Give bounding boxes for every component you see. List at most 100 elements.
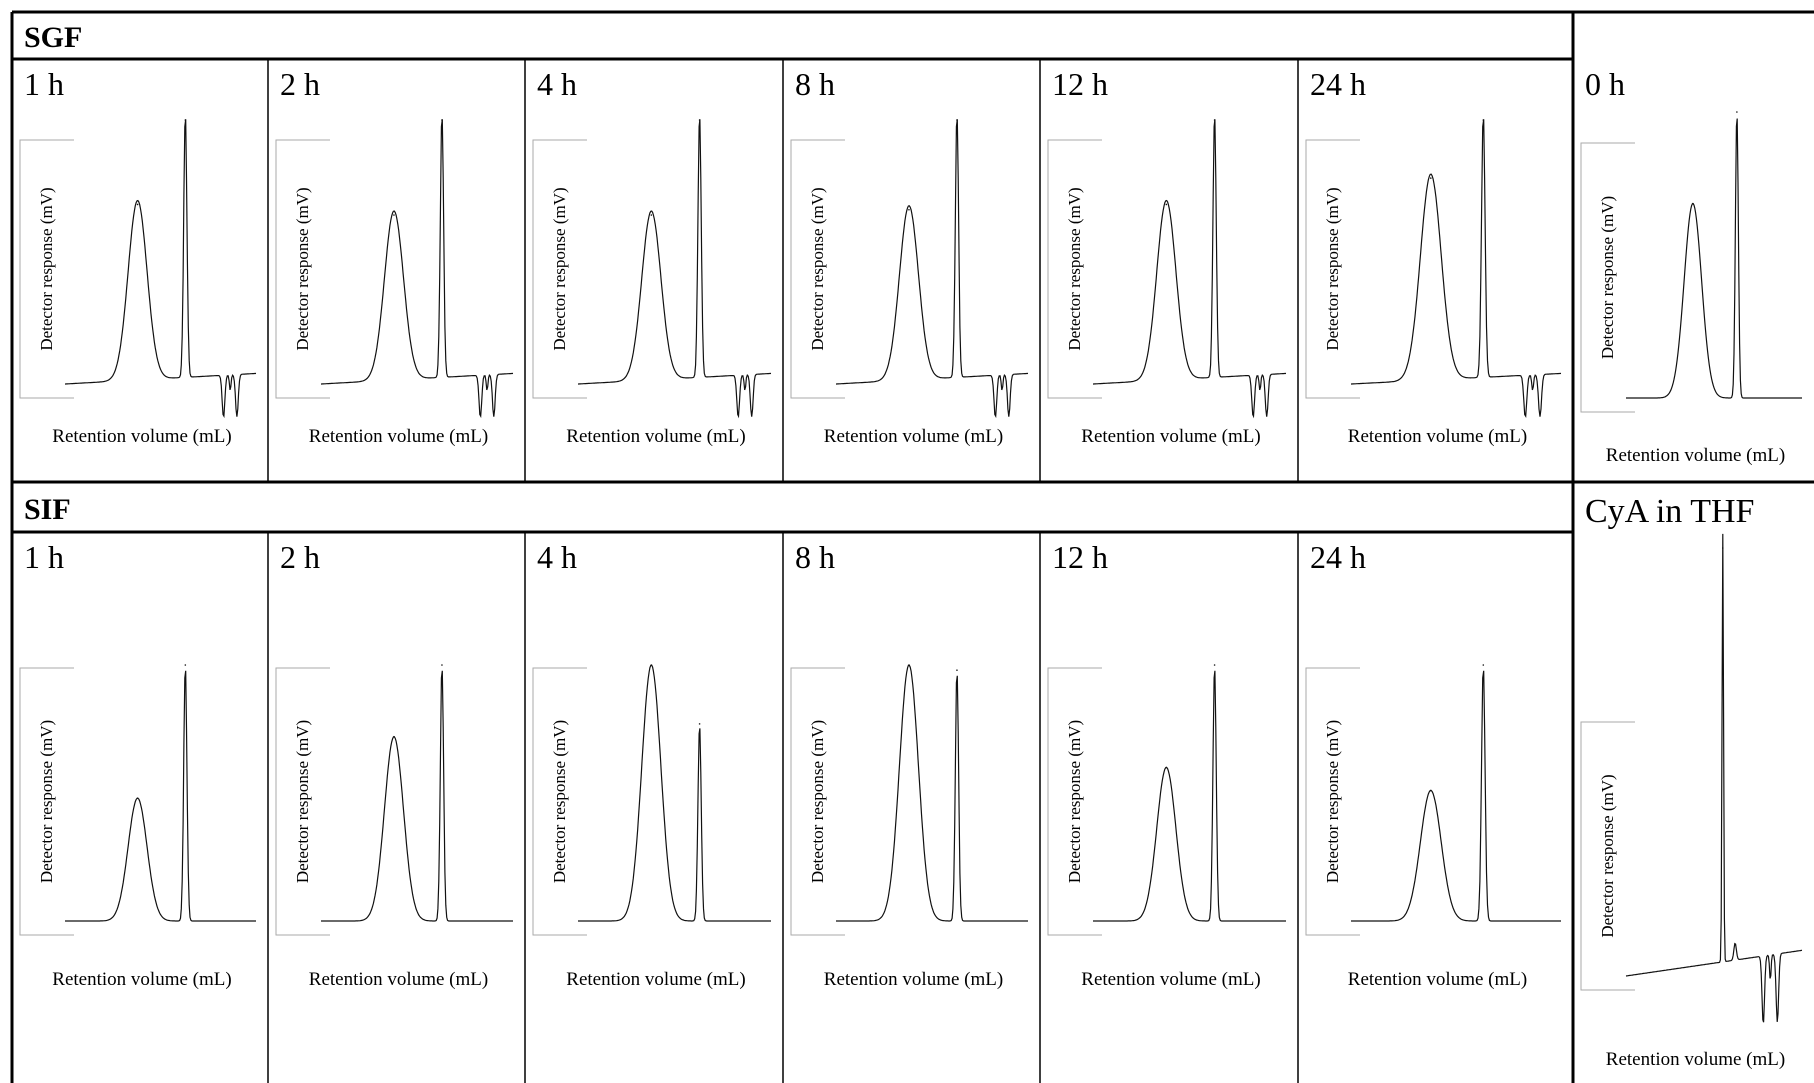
y-axis-label: Detector response (mV) [1323,720,1342,883]
chromatogram-panel: 24 h Detector response (mV) Retention volu… [1305,539,1561,990]
chromatogram-trace [1093,670,1286,922]
chromatogram-panel: 4 h Detector response (mV) Retention volum… [532,539,771,990]
panel-title: 2 h [280,66,320,102]
chromatogram-panel: 12 h Detector response (mV) Retention volu… [1047,66,1287,447]
chromatogram-panel: CyA in THF Detector response (mV) Retentio… [1580,493,1803,1070]
sharp-peak-apex [956,119,958,121]
axis-frame [275,667,330,936]
axis-frame [1580,721,1635,991]
panel-title: 24 h [1310,539,1366,575]
x-axis-label: Retention volume (mL) [1348,426,1527,447]
broad-peak-apex [1430,789,1432,792]
panel-title: 4 h [537,539,577,575]
sharp-peak-apex [1482,119,1485,121]
chromatogram-trace [65,670,256,922]
chromatogram-trace [321,670,513,922]
panel-title: 1 h [24,539,64,575]
axis-frame [532,139,587,399]
chromatogram-trace [1351,119,1562,418]
y-axis-label: Detector response (mV) [1323,187,1342,350]
chromatogram-panel: 8 h Detector response (mV) Retention volum… [790,66,1029,447]
sharp-peak-apex [956,669,958,671]
sharp-peak-apex [1736,111,1738,113]
axis-frame [790,139,845,399]
x-axis-label: Retention volume (mL) [1081,969,1260,990]
y-axis-label: Detector response (mV) [550,720,569,883]
panel-title: 12 h [1052,66,1108,102]
broad-peak-apex [1430,177,1432,179]
chromatogram-panel: 1 h Detector response (mV) Retention volum… [19,539,256,990]
chromatogram-trace [1093,119,1287,419]
panel-title: 12 h [1052,539,1108,575]
panel-title: 1 h [24,66,64,102]
y-axis-label: Detector response (mV) [1598,196,1617,359]
y-axis-label: Detector response (mV) [37,187,56,350]
chromatogram-trace [321,119,514,419]
table-grid [10,10,1814,1083]
broad-peak-apex [393,735,395,738]
chromatogram-trace [836,119,1029,419]
x-axis-label: Retention volume (mL) [309,969,488,990]
broad-peak-apex [908,664,910,666]
broad-peak-apex [136,203,139,206]
broad-peak-apex [1692,202,1694,205]
x-axis-label: Retention volume (mL) [52,426,231,447]
broad-peak-apex [136,797,139,799]
broad-peak-apex [650,664,653,666]
chromatogram-trace [65,119,257,419]
axis-frame [1305,667,1360,936]
section-label-sif: SIF [24,493,71,526]
sharp-peak-apex [184,664,187,666]
chromatogram-panel: 1 h Detector response (mV) Retention volum… [19,66,257,447]
axis-frame [19,139,74,399]
chromatogram-panel: 0 h Detector response (mV) Retention volum… [1580,66,1802,466]
sharp-peak-apex [1213,664,1216,666]
chromatogram-panel: 8 h Detector response (mV) Retention volum… [790,539,1028,990]
y-axis-label: Detector response (mV) [550,187,569,350]
panel-title: 4 h [537,66,577,102]
chromatogram-panel: 2 h Detector response (mV) Retention volum… [275,539,513,990]
axis-frame [532,667,587,936]
axis-frame [1305,139,1360,399]
axis-frame [19,667,74,936]
x-axis-label: Retention volume (mL) [566,969,745,990]
sharp-peak-apex [441,664,443,666]
sharp-peak-apex [698,723,701,725]
chromatogram-panel: 2 h Detector response (mV) Retention volum… [275,66,514,447]
sharp-peak-apex [441,119,443,121]
x-axis-label: Retention volume (mL) [1606,1049,1785,1070]
x-axis-label: Retention volume (mL) [309,426,488,447]
y-axis-label: Detector response (mV) [293,187,312,350]
chromatogram-panel: 24 h Detector response (mV) Retention volu… [1305,66,1562,447]
y-axis-label: Detector response (mV) [293,720,312,883]
broad-peak-apex [1165,766,1168,769]
chromatogram-trace [1625,533,1803,1023]
sharp-peak-apex [1482,664,1485,666]
y-axis-label: Detector response (mV) [1598,774,1617,937]
panel-title: 0 h [1585,66,1625,102]
chromatogram-panel: 12 h Detector response (mV) Retention volu… [1047,539,1286,990]
panel-title: 8 h [795,539,835,575]
y-axis-label: Detector response (mV) [37,720,56,883]
x-axis-label: Retention volume (mL) [824,969,1003,990]
x-axis-label: Retention volume (mL) [1348,969,1527,990]
sharp-peak-apex [184,119,187,121]
x-axis-label: Retention volume (mL) [824,426,1003,447]
broad-peak-apex [393,214,395,216]
broad-peak-apex [908,208,910,211]
axis-frame [275,139,330,399]
panel-title: CyA in THF [1585,493,1754,530]
chromatogram-trace [578,664,771,922]
x-axis-label: Retention volume (mL) [1606,445,1785,466]
axis-frame [1580,142,1635,413]
x-axis-label: Retention volume (mL) [52,969,231,990]
panels-layer: 1 h Detector response (mV) Retention volum… [19,66,1803,1070]
y-axis-label: Detector response (mV) [808,720,827,883]
chromatogram-panel: 4 h Detector response (mV) Retention volum… [532,66,772,447]
broad-peak-apex [650,214,653,216]
panel-title: 2 h [280,539,320,575]
chromatogram-trace [578,119,772,419]
chromatogram-trace [836,664,1028,922]
panel-title: 24 h [1310,66,1366,102]
